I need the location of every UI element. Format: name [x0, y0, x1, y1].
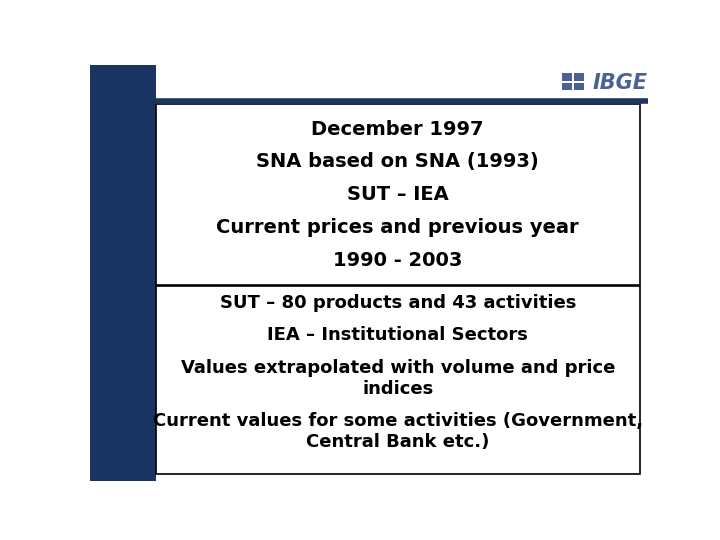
Bar [156, 104, 639, 285]
Bar [562, 83, 572, 90]
Bar [562, 73, 572, 80]
Text: IEA – Institutional Sectors: IEA – Institutional Sectors [267, 326, 528, 345]
Text: December 1997: December 1997 [312, 119, 484, 139]
Bar [575, 83, 585, 90]
Bar [156, 286, 639, 474]
Text: 1990 - 2003: 1990 - 2003 [333, 251, 462, 270]
Text: SNA based on SNA (1993): SNA based on SNA (1993) [256, 152, 539, 171]
Bar [575, 73, 585, 80]
Text: IBGE: IBGE [593, 73, 647, 93]
Text: SUT – 80 products and 43 activities: SUT – 80 products and 43 activities [220, 294, 576, 312]
Bar [90, 65, 156, 481]
Text: Current prices and previous year: Current prices and previous year [217, 218, 579, 237]
Text: SUT – IEA: SUT – IEA [347, 185, 449, 204]
Text: Current values for some activities (Government,
Central Bank etc.): Current values for some activities (Gove… [153, 411, 643, 450]
Text: Values extrapolated with volume and price
indices: Values extrapolated with volume and pric… [181, 359, 615, 398]
